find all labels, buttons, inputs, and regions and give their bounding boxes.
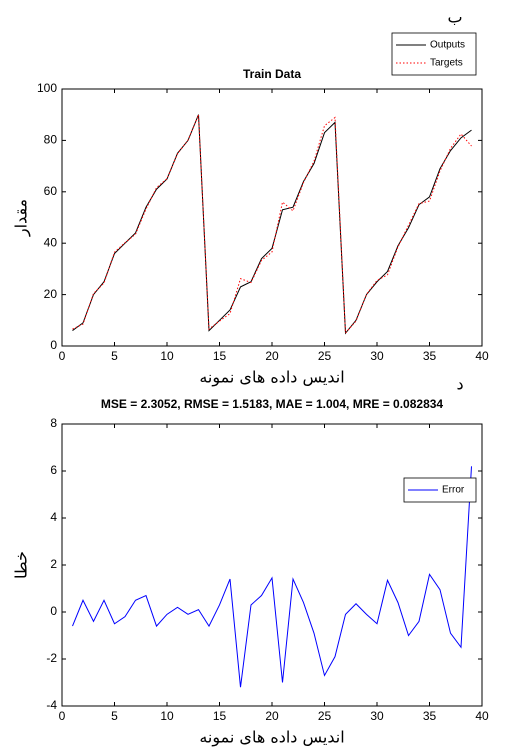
x-tick-label: 5: [111, 349, 118, 363]
legend-box: [391, 32, 477, 76]
annotation: ب: [447, 8, 462, 27]
x-tick-label: 5: [111, 709, 118, 723]
y-tick-label: 0: [50, 604, 57, 618]
x-tick-label: 40: [475, 349, 489, 363]
annotation: د: [456, 375, 463, 394]
y-tick-label: 6: [50, 463, 57, 477]
x-tick-label: 20: [265, 349, 279, 363]
x-tick-label: 35: [423, 709, 437, 723]
y-tick-label: 2: [50, 557, 57, 571]
x-tick-label: 20: [265, 709, 279, 723]
y-tick-label: 0: [50, 338, 57, 352]
x-tick-label: 0: [59, 709, 66, 723]
y-tick-label: 4: [50, 510, 57, 524]
legend-label: Outputs: [430, 40, 465, 51]
legend-label: Error: [442, 485, 465, 496]
y-tick-label: 80: [44, 133, 58, 147]
y-axis-label: مقدار: [12, 199, 32, 237]
chart-title: Train Data: [243, 67, 301, 81]
y-tick-label: 8: [50, 416, 57, 430]
x-tick-label: 40: [475, 709, 489, 723]
x-tick-label: 10: [160, 709, 174, 723]
x-tick-label: 30: [370, 349, 384, 363]
x-tick-label: 30: [370, 709, 384, 723]
series-line: [72, 114, 472, 335]
series-line: [72, 114, 472, 335]
x-axis-label: اندیس داده های نمونه: [199, 728, 344, 748]
chart-title: MSE = 2.3052, RMSE = 1.5183, MAE = 1.004…: [101, 397, 444, 411]
x-tick-label: 25: [318, 709, 332, 723]
x-tick-label: 15: [213, 709, 227, 723]
plot-area: [61, 423, 483, 707]
y-axis-label: خطا: [12, 551, 31, 579]
x-tick-label: 25: [318, 349, 332, 363]
x-tick-label: 10: [160, 349, 174, 363]
legend-label: Targets: [430, 58, 463, 69]
y-tick-label: 60: [44, 184, 58, 198]
x-axis-label: اندیس داده های نمونه: [199, 368, 344, 388]
y-tick-label: 40: [44, 235, 58, 249]
y-tick-label: 20: [44, 287, 58, 301]
y-tick-label: -2: [46, 651, 57, 665]
y-tick-label: 100: [37, 81, 57, 95]
x-tick-label: 35: [423, 349, 437, 363]
series-line: [72, 466, 472, 688]
x-tick-label: 0: [59, 349, 66, 363]
x-tick-label: 15: [213, 349, 227, 363]
plot-area: [61, 88, 483, 347]
y-tick-label: -4: [46, 698, 57, 712]
